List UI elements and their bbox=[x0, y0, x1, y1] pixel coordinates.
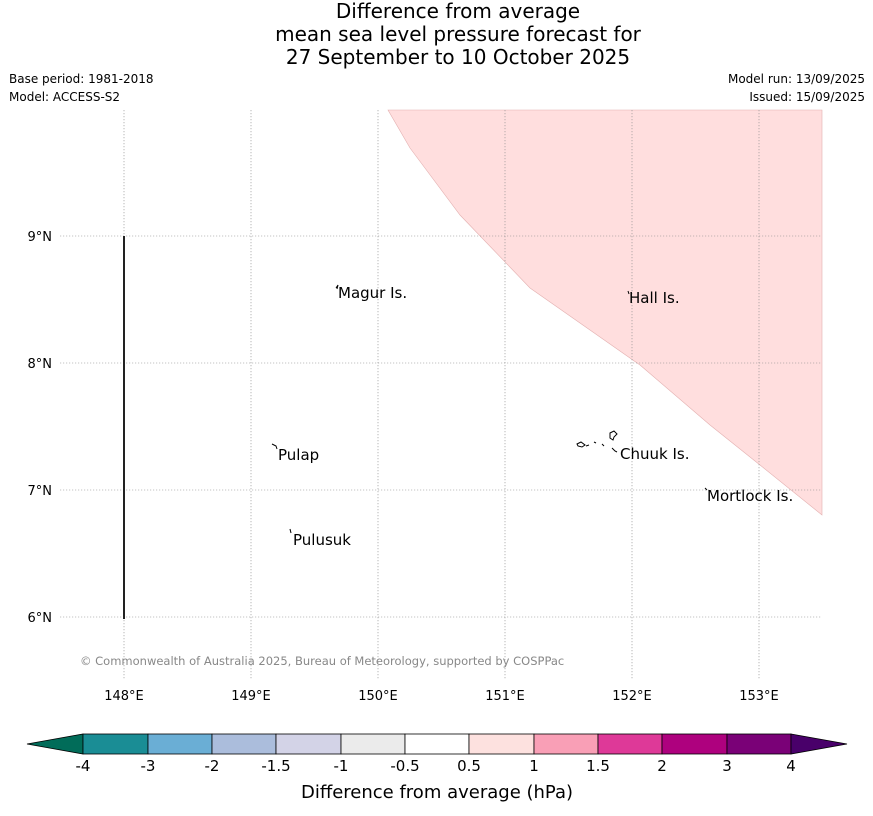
title-line-2: mean sea level pressure forecast for bbox=[275, 22, 641, 46]
colorbar-extend-high bbox=[790, 733, 848, 755]
lat-tick-7n: 7°N bbox=[28, 484, 53, 499]
colorbar-tick: -4 bbox=[76, 757, 91, 775]
meta-left: Base period: 1981-2018 Model: ACCESS-S2 bbox=[9, 70, 154, 106]
colorbar-segment-11 bbox=[726, 733, 792, 755]
colorbar-segment-10 bbox=[661, 733, 728, 755]
lon-tick-153e: 153°E bbox=[739, 689, 779, 704]
colorbar bbox=[26, 733, 848, 755]
colorbar-segment-9 bbox=[597, 733, 663, 755]
lat-tick-6n: 6°N bbox=[28, 611, 53, 626]
colorbar-tick: -0.5 bbox=[390, 757, 419, 775]
model-name: Model: ACCESS-S2 bbox=[9, 90, 121, 104]
place-label-magur: Magur Is. bbox=[338, 284, 407, 302]
place-label-chuuk: Chuuk Is. bbox=[620, 445, 689, 463]
lon-tick-151e: 151°E bbox=[485, 689, 525, 704]
copyright-text: © Commonwealth of Australia 2025, Bureau… bbox=[80, 654, 564, 668]
colorbar-segment-1 bbox=[82, 733, 149, 755]
colorbar-tick: 0.5 bbox=[457, 757, 481, 775]
place-label-mortlock: Mortlock Is. bbox=[707, 487, 793, 505]
model-run: Model run: 13/09/2025 bbox=[727, 72, 865, 86]
colorbar-tick: -1 bbox=[334, 757, 349, 775]
lon-tick-149e: 149°E bbox=[231, 689, 271, 704]
island-outlines bbox=[271, 284, 708, 534]
place-label-hall: Hall Is. bbox=[629, 289, 680, 307]
place-label-pulap: Pulap bbox=[278, 446, 319, 464]
issued-date: Issued: 15/09/2025 bbox=[749, 90, 865, 104]
base-period: Base period: 1981-2018 bbox=[9, 72, 154, 86]
colorbar-segment-4 bbox=[275, 733, 342, 755]
colorbar-segment-6 bbox=[404, 733, 470, 755]
colorbar-segment-3 bbox=[211, 733, 277, 755]
positive-anomaly-region bbox=[387, 109, 823, 516]
colorbar-tick: -2 bbox=[205, 757, 220, 775]
meta-right: Model run: 13/09/2025 Issued: 15/09/2025 bbox=[728, 70, 865, 106]
colorbar-segment-7 bbox=[468, 733, 535, 755]
chart-title: Difference from average mean sea level p… bbox=[0, 0, 873, 69]
colorbar-tick: 1.5 bbox=[586, 757, 610, 775]
colorbar-tick: -3 bbox=[141, 757, 156, 775]
colorbar-tick: 1 bbox=[529, 757, 539, 775]
lat-gridlines bbox=[60, 235, 822, 618]
place-label-pulusuk: Pulusuk bbox=[293, 531, 351, 549]
colorbar-tick: 2 bbox=[657, 757, 667, 775]
colorbar-tick: -1.5 bbox=[261, 757, 290, 775]
lon-tick-148e: 148°E bbox=[104, 689, 144, 704]
colorbar-segment-8 bbox=[533, 733, 599, 755]
colorbar-segment-5 bbox=[340, 733, 406, 755]
lat-tick-9n: 9°N bbox=[28, 230, 53, 245]
title-line-1: Difference from average bbox=[335, 0, 581, 23]
lat-tick-8n: 8°N bbox=[28, 357, 53, 372]
colorbar-tick: 3 bbox=[722, 757, 732, 775]
colorbar-label: Difference from average (hPa) bbox=[301, 782, 573, 803]
lon-tick-152e: 152°E bbox=[612, 689, 652, 704]
colorbar-extend-low bbox=[26, 733, 84, 755]
title-line-3: 27 September to 10 October 2025 bbox=[285, 45, 631, 69]
lon-tick-150e: 150°E bbox=[358, 689, 398, 704]
colorbar-segment-2 bbox=[147, 733, 213, 755]
colorbar-tick: 4 bbox=[786, 757, 796, 775]
